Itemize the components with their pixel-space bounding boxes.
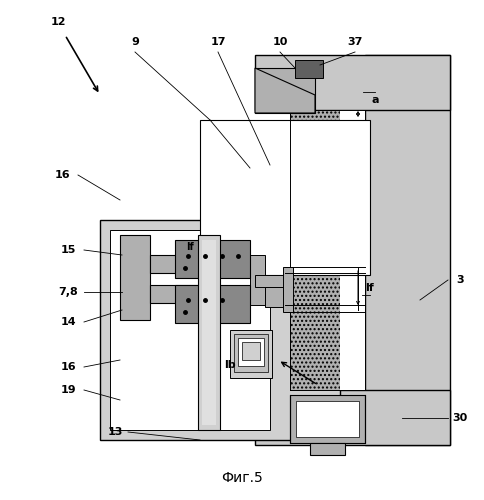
Bar (290, 110, 365, 390)
Bar (202, 240, 216, 425)
Bar (255, 275, 285, 287)
Bar (150, 255, 220, 273)
Text: 16: 16 (54, 170, 70, 180)
Text: 17: 17 (210, 37, 226, 47)
Text: 10: 10 (272, 37, 287, 47)
Bar (230, 330, 272, 378)
Text: 13: 13 (107, 427, 122, 437)
Bar (290, 395, 365, 443)
Bar (295, 60, 323, 78)
Text: 15: 15 (60, 245, 76, 255)
Bar (200, 120, 370, 275)
Bar (365, 55, 450, 445)
Text: 16: 16 (60, 362, 76, 372)
Text: 14: 14 (60, 317, 76, 327)
Text: Фиг.5: Фиг.5 (221, 471, 263, 485)
Text: 7,8: 7,8 (58, 287, 78, 297)
Polygon shape (255, 68, 315, 113)
Bar (120, 235, 150, 320)
Text: 3: 3 (456, 275, 464, 285)
Text: lf: lf (186, 242, 194, 252)
Bar (234, 334, 268, 372)
Bar (283, 267, 293, 312)
Text: 30: 30 (453, 413, 468, 423)
Bar (290, 110, 340, 390)
Text: 19: 19 (60, 385, 76, 395)
Bar (100, 220, 340, 440)
Bar (242, 342, 260, 360)
Text: a: a (371, 95, 379, 105)
Bar (310, 443, 345, 455)
Text: 12: 12 (50, 17, 66, 27)
Bar (250, 255, 265, 305)
Bar (255, 55, 450, 110)
Bar (255, 68, 315, 113)
Bar (238, 338, 264, 366)
Bar (198, 235, 220, 430)
Bar (175, 285, 250, 323)
Text: lb: lb (224, 360, 236, 370)
Bar (255, 390, 450, 445)
Text: 9: 9 (131, 37, 139, 47)
Bar (150, 285, 220, 303)
Bar (340, 110, 365, 390)
Bar (296, 401, 359, 437)
Bar (110, 230, 270, 430)
Text: 37: 37 (348, 37, 363, 47)
Bar (265, 287, 285, 307)
Text: lf: lf (365, 283, 375, 293)
Bar (175, 240, 250, 278)
